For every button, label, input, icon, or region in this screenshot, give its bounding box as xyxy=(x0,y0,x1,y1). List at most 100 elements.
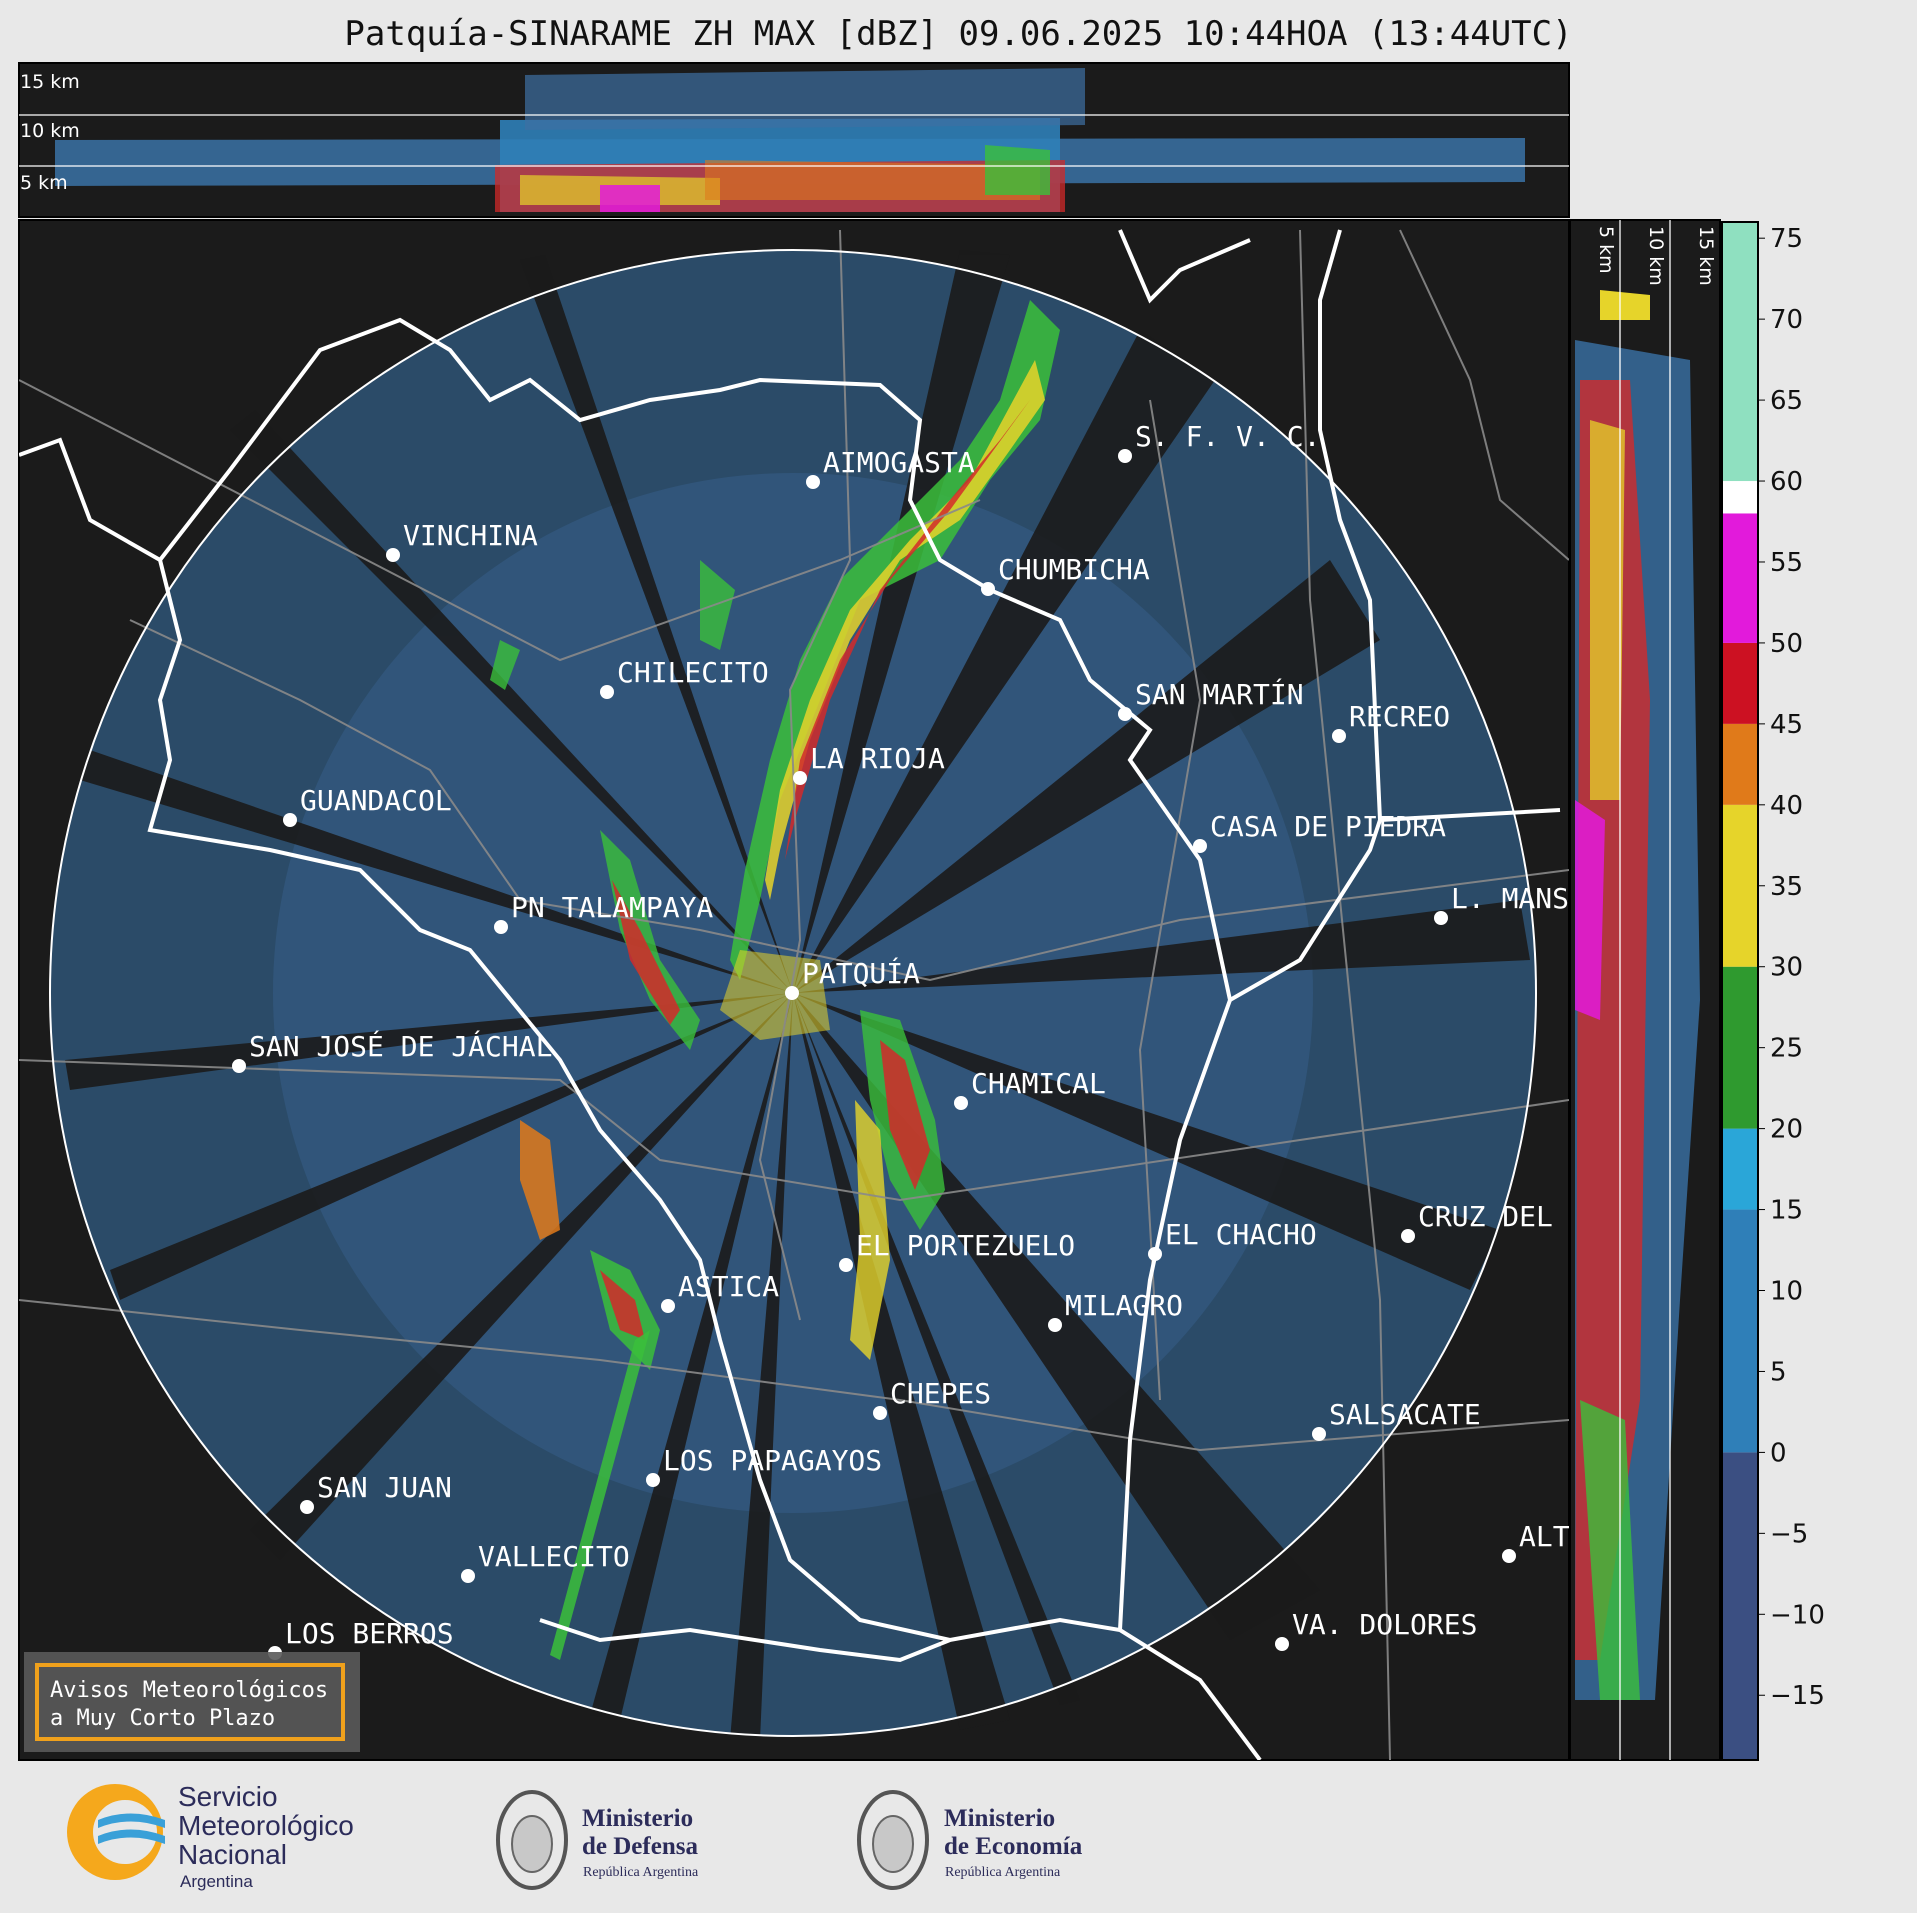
colorbar-tick-label: 65 xyxy=(1770,386,1803,416)
city-label: EL CHACHO xyxy=(1165,1218,1317,1251)
city-label: GUANDACOL xyxy=(300,784,452,817)
city-label: CRUZ DEL xyxy=(1418,1200,1553,1233)
smn-logo: Servicio Meteorológico Nacional Argentin… xyxy=(67,1781,354,1891)
city-label: LOS PAPAGAYOS xyxy=(663,1444,882,1477)
colorbar-band-7 xyxy=(1722,513,1758,643)
city-label: LA RIOJA xyxy=(810,742,945,775)
city-label: SAN MARTÍN xyxy=(1135,677,1304,711)
colorbar-frame xyxy=(1721,221,1759,1761)
defensa-line-3: República Argentina xyxy=(583,1865,699,1880)
city-marker-icon xyxy=(954,1096,968,1110)
city-label: AIMOGASTA xyxy=(823,446,975,479)
city-16: EL CHACHO xyxy=(1148,1218,1317,1261)
colorbar-tick-label: 50 xyxy=(1770,629,1803,659)
colorbar-tick-label: 70 xyxy=(1770,305,1803,335)
city-marker-icon xyxy=(283,813,297,827)
ministerio-economia-logo: Ministerio de Economía República Argenti… xyxy=(857,1790,1083,1890)
colorbar-band-6 xyxy=(1722,642,1758,724)
colorbar-tick-label: 0 xyxy=(1770,1438,1787,1468)
city-label: PATQUÍA xyxy=(802,956,920,990)
smn-line-4: Argentina xyxy=(180,1872,253,1891)
city-label: CHUMBICHA xyxy=(998,553,1150,586)
colorbar-tick-label: 15 xyxy=(1770,1196,1803,1226)
city-label: ASTICA xyxy=(678,1270,779,1303)
city-13: SAN JOSÉ DE JÁCHAL xyxy=(232,1029,552,1073)
city-marker-icon xyxy=(1401,1229,1415,1243)
city-marker-icon xyxy=(1434,911,1448,925)
city-marker-icon xyxy=(1193,839,1207,853)
colorbar-band-3 xyxy=(1722,966,1758,1129)
city-6: RECREO xyxy=(1332,700,1450,743)
city-0: AIMOGASTA xyxy=(806,446,975,489)
city-25: VALLECITO xyxy=(461,1540,630,1583)
city-marker-icon xyxy=(461,1569,475,1583)
city-11: PN TALAMPAYA xyxy=(494,891,713,934)
smn-line-2: Meteorológico xyxy=(178,1810,354,1841)
city-label: CASA DE PIEDRA xyxy=(1210,810,1446,843)
national-seal-icon xyxy=(496,1790,568,1890)
city-14: CHAMICAL xyxy=(954,1067,1106,1110)
colorbar-band-4 xyxy=(1722,804,1758,967)
city-label: SAN JUAN xyxy=(317,1471,452,1504)
map-title: Patquía-SINARAME ZH MAX [dBZ] 09.06.2025… xyxy=(344,14,1573,54)
colorbar-band-8 xyxy=(1722,481,1758,514)
city-markers: AIMOGASTA S. F. V. C. VINCHINA CHUMBICHA CHI… xyxy=(232,420,1569,1660)
city-12: PATQUÍA xyxy=(785,956,920,1000)
city-marker-icon xyxy=(1148,1247,1162,1261)
colorbar-tick-label: 20 xyxy=(1770,1115,1803,1145)
city-label: CHAMICAL xyxy=(971,1067,1106,1100)
city-marker-icon xyxy=(661,1299,675,1313)
side-level-label-5: 5 km xyxy=(1595,226,1617,274)
city-marker-icon xyxy=(785,986,799,1000)
city-marker-icon xyxy=(494,920,508,934)
colorbar-tick-label: 35 xyxy=(1770,872,1803,902)
city-24: ALT xyxy=(1502,1520,1569,1563)
city-label: CHILECITO xyxy=(617,656,769,689)
city-marker-icon xyxy=(1275,1637,1289,1651)
colorbar-band-0 xyxy=(1722,1452,1758,1760)
city-23: SAN JUAN xyxy=(300,1471,452,1514)
city-marker-icon xyxy=(793,771,807,785)
city-marker-icon xyxy=(600,685,614,699)
city-marker-icon xyxy=(646,1473,660,1487)
top-level-label-10: 10 km xyxy=(20,120,80,142)
city-1: S. F. V. C. xyxy=(1118,420,1320,463)
economia-line-1: Ministerio xyxy=(944,1805,1055,1832)
defensa-line-1: Ministerio xyxy=(582,1805,693,1832)
city-9: CASA DE PIEDRA xyxy=(1193,810,1446,853)
side-level-label-10: 10 km xyxy=(1645,226,1667,286)
city-label: VA. DOLORES xyxy=(1292,1608,1477,1641)
city-label: EL PORTEZUELO xyxy=(856,1229,1075,1262)
badge-line-2: a Muy Corto Plazo xyxy=(50,1706,275,1731)
city-marker-icon xyxy=(1332,729,1346,743)
economia-line-3: República Argentina xyxy=(945,1865,1061,1880)
warnings-badge: Avisos Meteorológicos a Muy Corto Plazo xyxy=(24,1652,360,1752)
city-label: VINCHINA xyxy=(403,519,538,552)
city-label: MILAGRO xyxy=(1065,1289,1183,1322)
colorbar-band-5 xyxy=(1722,723,1758,805)
colorbar-tick-label: 55 xyxy=(1770,548,1803,578)
city-marker-icon xyxy=(300,1500,314,1514)
side-level-label-15: 15 km xyxy=(1695,226,1717,286)
city-26: LOS BERROS xyxy=(268,1617,454,1660)
city-2: VINCHINA xyxy=(386,519,538,562)
city-marker-icon xyxy=(873,1406,887,1420)
city-marker-icon xyxy=(1118,707,1132,721)
defensa-line-2: de Defensa xyxy=(582,1833,698,1860)
city-7: LA RIOJA xyxy=(793,742,945,785)
city-label: S. F. V. C. xyxy=(1135,420,1320,453)
colorbar-tick-label: 60 xyxy=(1770,467,1803,497)
city-marker-icon xyxy=(1048,1318,1062,1332)
city-20: CHEPES xyxy=(873,1377,991,1420)
badge-line-1: Avisos Meteorológicos xyxy=(50,1678,328,1703)
city-marker-icon xyxy=(1118,449,1132,463)
city-label: RECREO xyxy=(1349,700,1450,733)
colorbar-tick-label: 40 xyxy=(1770,791,1803,821)
city-marker-icon xyxy=(232,1059,246,1073)
colorbar-tick-label: 25 xyxy=(1770,1034,1803,1064)
economia-line-2: de Economía xyxy=(944,1833,1083,1860)
city-label: VALLECITO xyxy=(478,1540,630,1573)
radar-map-panel: AIMOGASTA S. F. V. C. VINCHINA CHUMBICHA CHI… xyxy=(18,219,1570,1761)
city-5: SAN MARTÍN xyxy=(1118,677,1304,721)
